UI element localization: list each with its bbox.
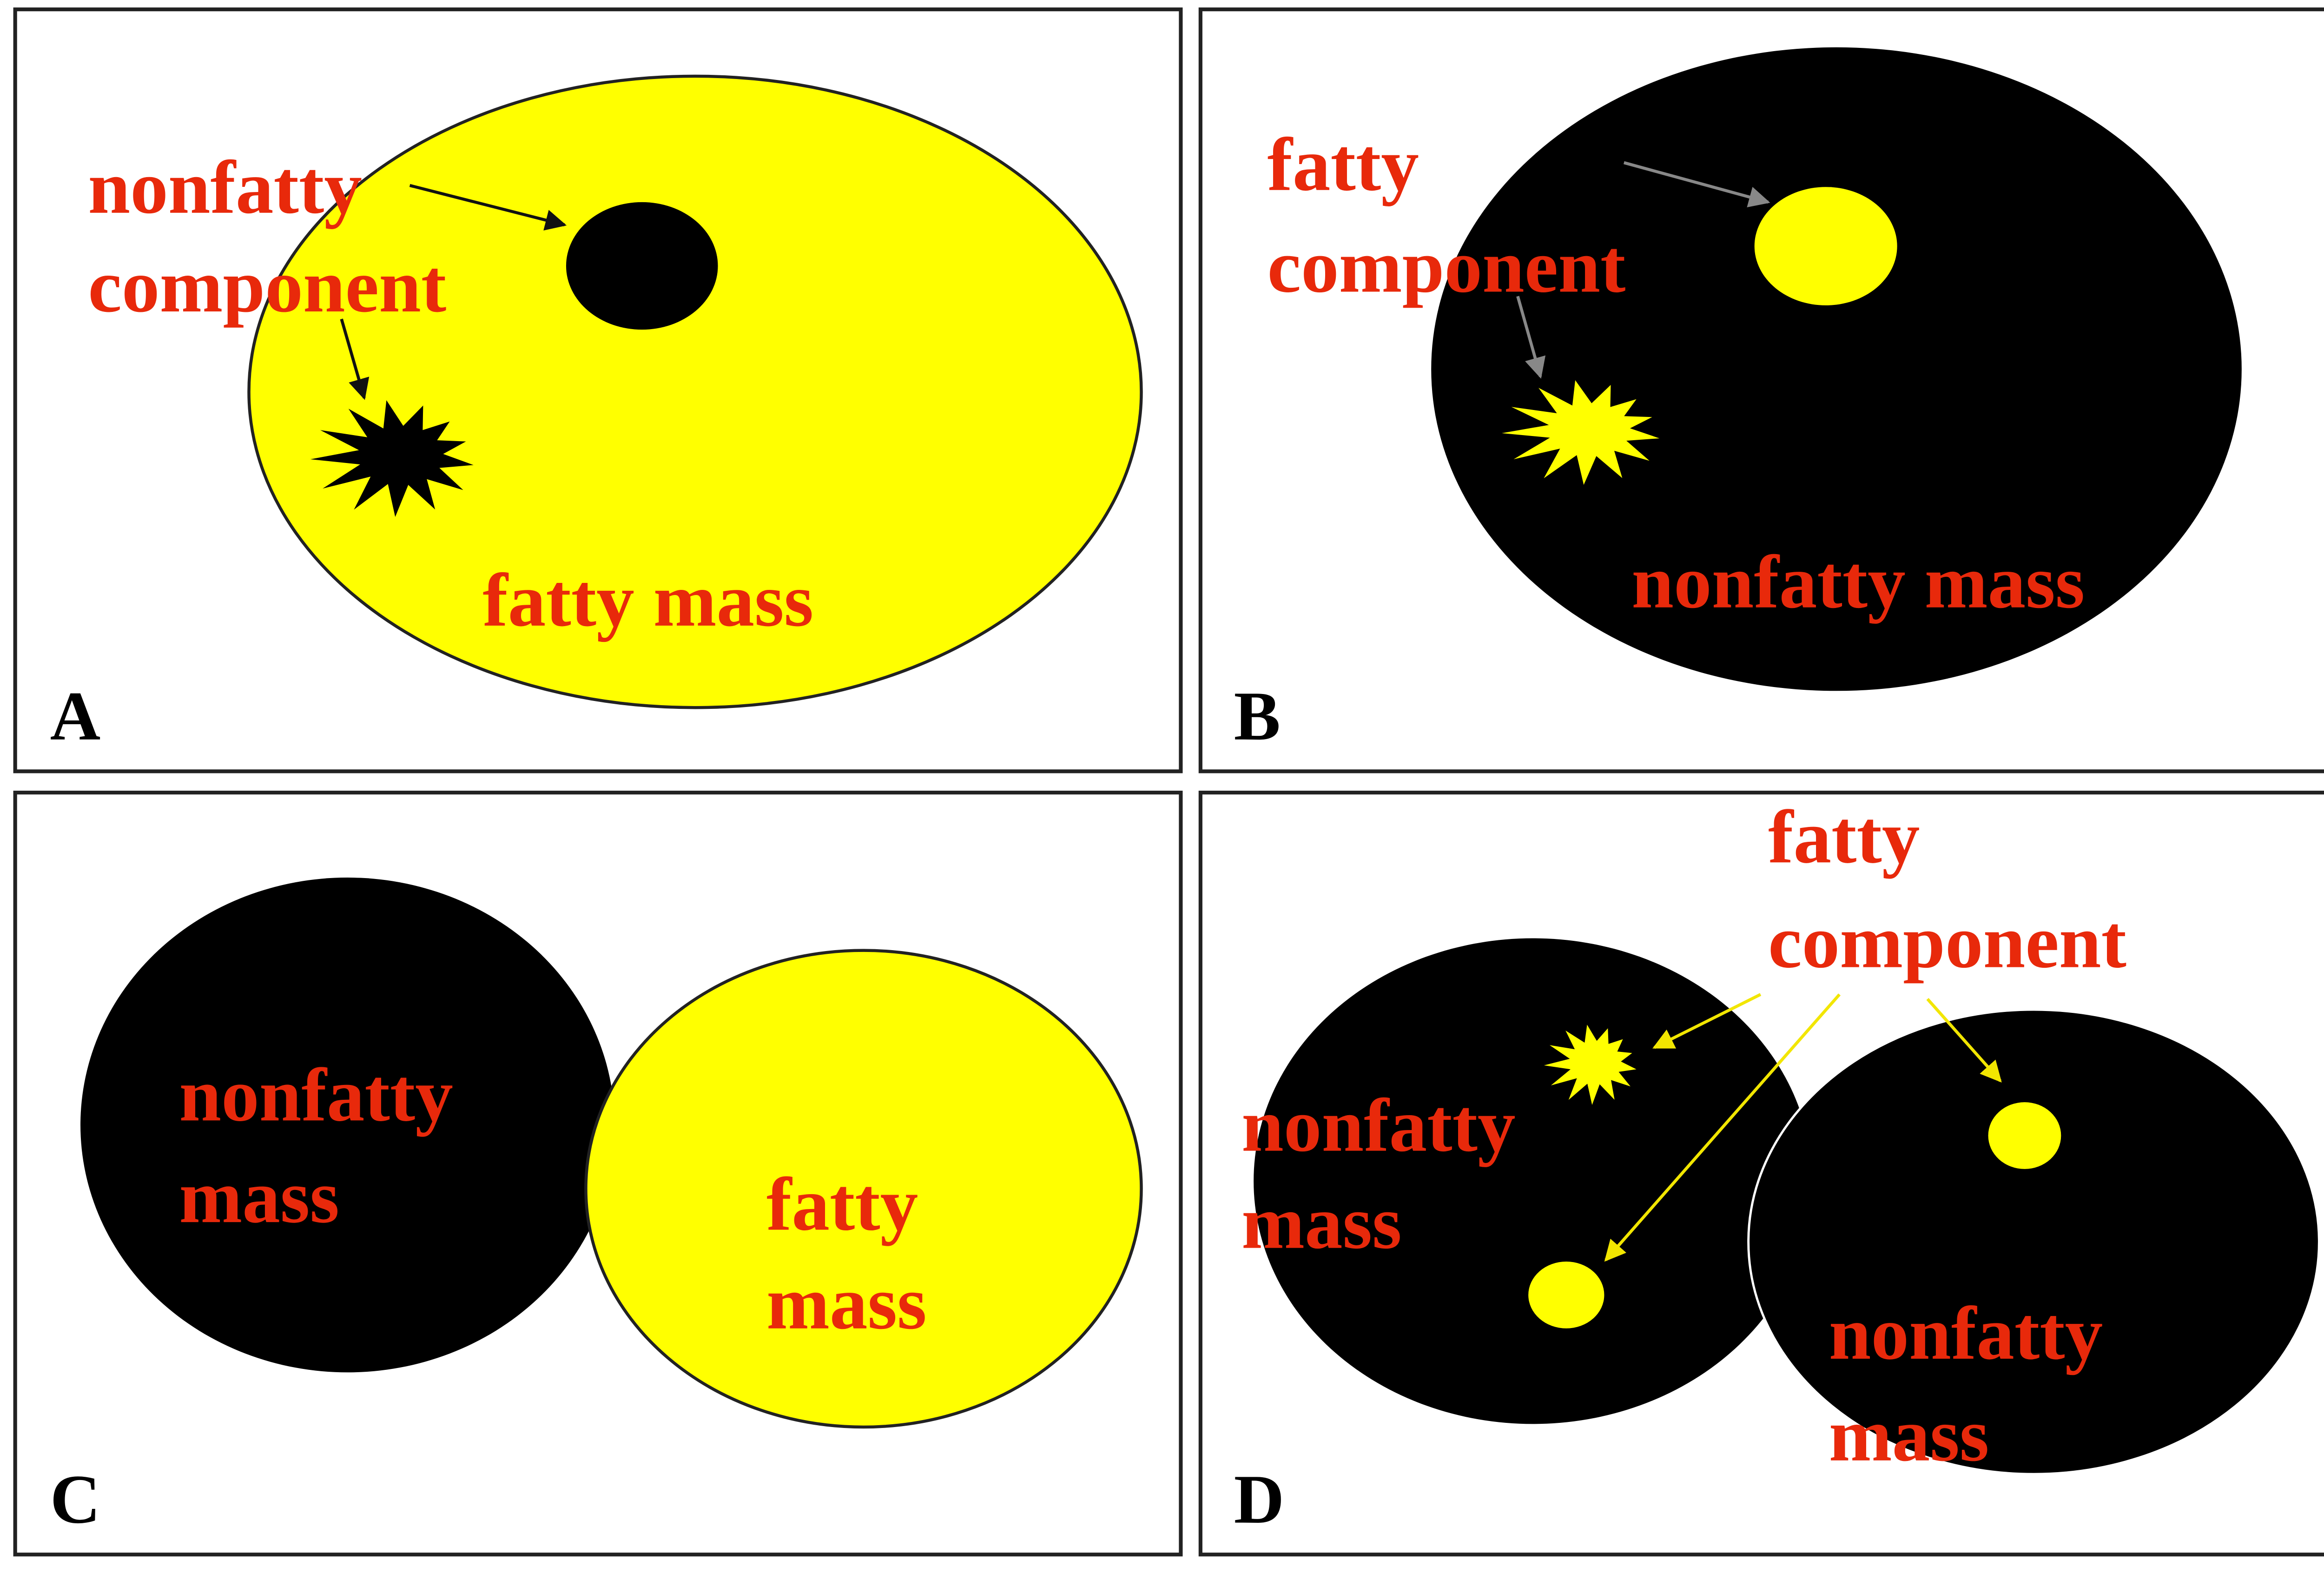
- panel-letter: C: [50, 1461, 100, 1538]
- arrow: [1926, 998, 2002, 1083]
- panel-d: fatty component nonfatty mass nonfatty m…: [1198, 790, 2324, 1557]
- arrow: [1604, 993, 1841, 1262]
- label: mass: [1829, 1394, 1989, 1477]
- label: nonfatty mass: [1631, 541, 2085, 624]
- arrow: [409, 184, 567, 231]
- fatty-component: [1528, 1262, 1604, 1328]
- fatty-component: [1502, 380, 1660, 485]
- fatty-component: [1754, 187, 1897, 305]
- label: fatty mass: [482, 559, 813, 642]
- label: fatty: [1268, 123, 1419, 207]
- panel-letter: D: [1234, 1461, 1284, 1538]
- label: component: [88, 245, 446, 328]
- panel-letter: B: [1234, 678, 1281, 755]
- panel-c: nonfatty mass fatty mass C: [13, 790, 1183, 1557]
- label: fatty: [1768, 795, 1920, 879]
- fatty-mass: [247, 74, 1143, 709]
- fatty-mass: [584, 949, 1143, 1429]
- nonfatty-component: [310, 400, 474, 517]
- label: nonfatty: [1829, 1292, 2103, 1375]
- label: mass: [766, 1262, 927, 1345]
- nonfatty-component: [566, 202, 718, 330]
- label: fatty: [766, 1163, 918, 1246]
- arrow: [1516, 296, 1546, 379]
- label: component: [1768, 900, 2126, 984]
- label: nonfatty: [88, 146, 362, 230]
- label: mass: [179, 1155, 339, 1239]
- arrow: [1624, 161, 1770, 208]
- label: mass: [1241, 1181, 1402, 1265]
- label: nonfatty: [179, 1053, 453, 1137]
- nonfatty-mass: [1254, 938, 1812, 1424]
- panel-letter: A: [50, 678, 100, 755]
- arrow: [340, 318, 370, 400]
- panel-b: fatty component nonfatty mass B: [1198, 7, 2324, 773]
- nonfatty-mass: [80, 877, 615, 1373]
- fatty-component: [1988, 1102, 2061, 1169]
- arrow: [1652, 993, 1762, 1049]
- nonfatty-mass: [1431, 47, 2242, 691]
- fatty-component: [1544, 1024, 1637, 1105]
- label: nonfatty: [1241, 1084, 1516, 1168]
- label: component: [1268, 225, 1626, 309]
- nonfatty-mass: [1747, 1008, 2320, 1475]
- panel-a: nonfatty component fatty mass A: [13, 7, 1183, 773]
